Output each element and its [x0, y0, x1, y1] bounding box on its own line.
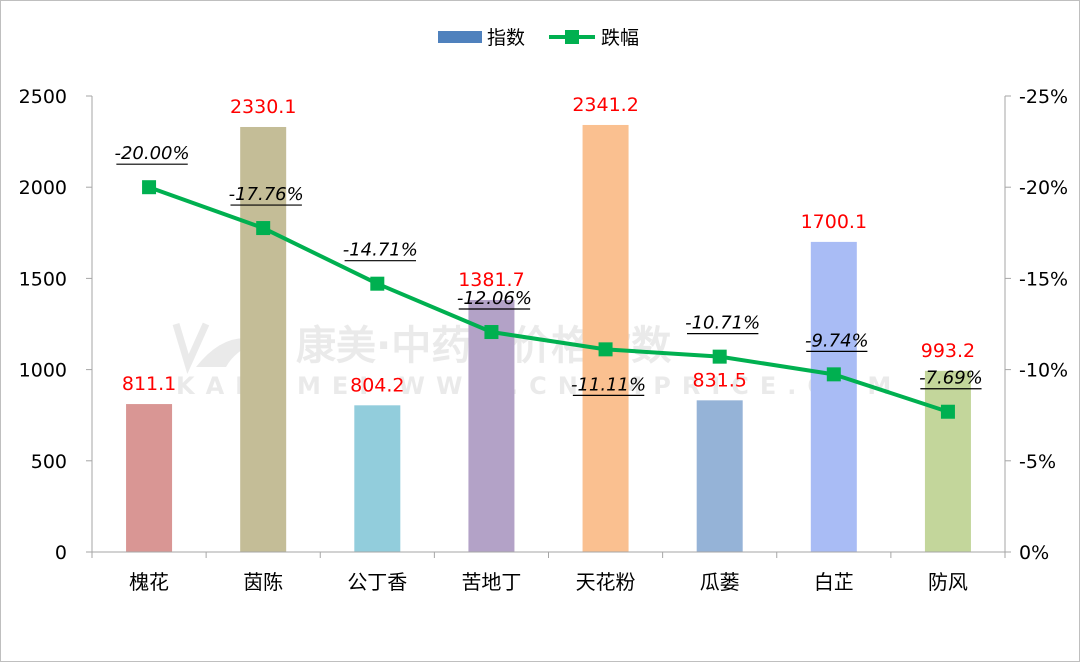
line-value-label: -7.69% [919, 368, 983, 389]
bar-5 [582, 124, 629, 552]
line-marker-2 [256, 221, 271, 236]
left-tick-label: 2000 [19, 177, 67, 199]
bar-value-labels: 811.1 2330.1 804.2 1381.7 2341.2 831.5 1700.1 9… [122, 94, 975, 396]
legend-line-marker [565, 30, 579, 44]
right-tick-label: -25% [1019, 86, 1068, 108]
bar-8 [924, 370, 971, 552]
bar-6 [696, 400, 743, 552]
category-label: 茵陈 [243, 570, 283, 594]
line-marker-1 [142, 180, 157, 195]
line-value-label: -11.11% [571, 374, 646, 395]
line-marker-7 [826, 367, 841, 382]
legend-label-index: 指数 [487, 27, 525, 49]
category-label: 天花粉 [576, 570, 636, 594]
legend-bar-swatch [438, 31, 482, 43]
right-tick-label: -15% [1019, 268, 1068, 290]
bar-7 [810, 241, 857, 552]
watermark-url-text: KANGMEI WWW.CNKMPRICE.COM [176, 372, 902, 400]
line-series [142, 180, 955, 419]
category-label: 槐花 [129, 570, 169, 594]
right-tick-label: -5% [1019, 451, 1056, 473]
bar-value-label: 804.2 [350, 374, 404, 396]
left-tick-label: 1000 [19, 360, 67, 382]
category-label: 白芷 [814, 570, 854, 594]
legend-label-decline: 跌幅 [601, 27, 639, 49]
line-marker-3 [370, 276, 385, 291]
bar-value-label: 1700.1 [801, 211, 867, 233]
left-tick-label: 1500 [19, 268, 67, 290]
category-label: 公丁香 [347, 570, 407, 594]
bar-value-label: 2330.1 [230, 96, 296, 118]
left-tick-label: 0 [55, 542, 67, 564]
right-tick-label: -10% [1019, 360, 1068, 382]
bar-1 [126, 404, 173, 552]
bar-value-label: 831.5 [692, 369, 746, 391]
line-marker-4 [484, 325, 499, 340]
bar-2 [240, 126, 287, 553]
left-tick-label: 2500 [19, 86, 67, 108]
left-tick-label: 500 [31, 451, 67, 473]
bar-series [126, 124, 971, 553]
right-tick-label: 0% [1019, 542, 1049, 564]
line-value-label: -20.00% [114, 143, 189, 164]
axes: 0 500 1000 1500 2000 2500 0% -5% -10% -15% -20% -25… [19, 86, 1068, 594]
bar-value-label: 993.2 [921, 340, 975, 362]
bar-4 [468, 299, 515, 552]
category-label: 防风 [928, 570, 968, 594]
legend: 指数 跌幅 [438, 27, 639, 49]
line-marker-6 [712, 349, 727, 364]
decline-line [148, 185, 949, 414]
line-value-label: -14.71% [343, 240, 418, 261]
bar-3 [354, 405, 401, 552]
bar-value-label: 811.1 [122, 373, 176, 395]
line-value-label: -17.76% [229, 184, 304, 205]
right-tick-label: -20% [1019, 177, 1068, 199]
category-label: 苦地丁 [461, 570, 521, 594]
line-value-label: -9.74% [805, 330, 869, 351]
line-value-label: -10.71% [685, 313, 760, 334]
line-marker-8 [940, 404, 955, 419]
bar-value-label: 2341.2 [572, 94, 638, 116]
line-value-label: -12.06% [457, 288, 532, 309]
line-value-labels: -20.00% -17.76% -14.71% -12.06% -11.11% -10.7… [114, 143, 983, 396]
bar-value-label: 1381.7 [458, 269, 524, 291]
line-marker-5 [598, 342, 613, 357]
category-label: 瓜蒌 [700, 570, 740, 594]
